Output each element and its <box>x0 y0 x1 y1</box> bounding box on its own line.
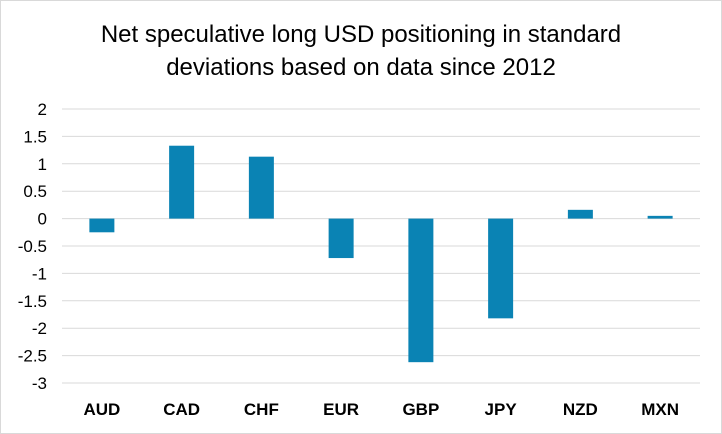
x-tick-label: MXN <box>641 400 679 419</box>
bars <box>89 145 673 363</box>
y-tick-label: 0.5 <box>23 182 47 201</box>
x-tick-label: NZD <box>563 400 598 419</box>
bar-chf <box>248 156 274 219</box>
x-tick-label: EUR <box>323 400 359 419</box>
y-tick-label: -2.5 <box>18 347 47 366</box>
chart-title: Net speculative long USD positioning in … <box>0 18 722 84</box>
y-tick-label: 0 <box>38 210 47 229</box>
gridlines <box>62 108 700 384</box>
y-tick-label: -0.5 <box>18 237 47 256</box>
bar-gbp <box>408 218 434 363</box>
bar-aud <box>89 218 115 233</box>
bar-nzd <box>567 209 593 219</box>
x-tick-label: CAD <box>163 400 200 419</box>
x-tick-label: AUD <box>83 400 120 419</box>
x-tick-label: JPY <box>485 400 518 419</box>
y-tick-label: -1.5 <box>18 292 47 311</box>
y-tick-label: 1.5 <box>23 127 47 146</box>
bar-cad <box>169 145 195 219</box>
y-tick-label: -3 <box>32 374 47 393</box>
y-tick-label: 2 <box>38 100 47 119</box>
chart-title-line-1: Net speculative long USD positioning in … <box>100 21 622 48</box>
x-tick-label: GBP <box>402 400 439 419</box>
bar-jpy <box>488 218 514 319</box>
chart-title-line-2: deviations based on data since 2012 <box>166 54 556 81</box>
x-axis-tick-labels: AUD CAD CHF EUR GBP JPY NZD MXN <box>83 400 679 419</box>
y-axis-tick-labels: 2 1.5 1 0.5 0 -0.5 -1 -1.5 -2 -2.5 -3 <box>18 100 47 393</box>
bar-mxn <box>647 215 673 219</box>
y-tick-label: -2 <box>32 319 47 338</box>
y-tick-label: -1 <box>32 264 47 283</box>
y-tick-label: 1 <box>38 155 47 174</box>
x-tick-label: CHF <box>244 400 279 419</box>
bar-eur <box>328 218 354 259</box>
